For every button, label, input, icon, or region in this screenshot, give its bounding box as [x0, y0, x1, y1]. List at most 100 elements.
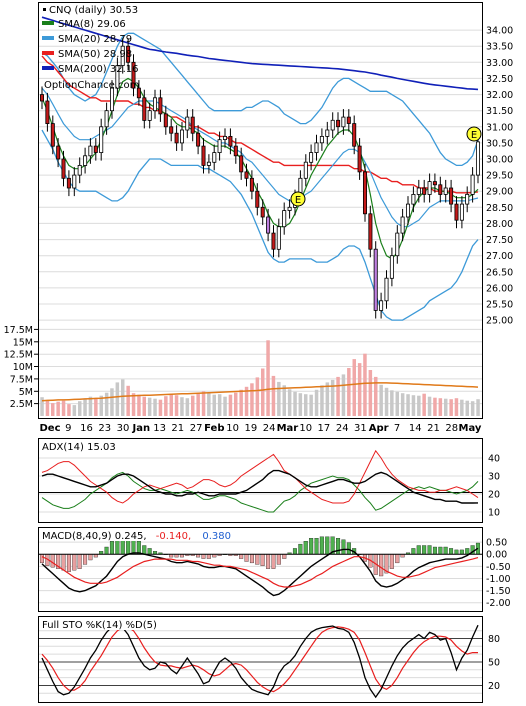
macd-histogram-bar — [389, 554, 394, 569]
macd-histogram-bar — [341, 539, 346, 555]
sto-tick-label: 50 — [488, 658, 500, 669]
macd-line — [41, 547, 479, 597]
price-candle — [110, 87, 115, 112]
volume-bar — [406, 394, 410, 416]
macd-histogram-bar — [319, 536, 324, 555]
date-tick-label: 10 — [226, 423, 239, 434]
volume-bar — [51, 403, 55, 416]
date-tick-label: 27 — [190, 423, 203, 434]
volume-bar — [72, 405, 77, 416]
price-candle — [244, 171, 249, 179]
price-candle — [357, 145, 362, 173]
volume-bar — [395, 391, 399, 416]
macd-histogram-bar — [201, 554, 206, 559]
price-tick-label: 32.00 — [486, 90, 513, 101]
macd-histogram-bar — [147, 548, 152, 555]
price-tick-label: 25.00 — [486, 316, 513, 327]
chart-legend: CNQ (daily) 30.53 SMA(8) 29.06 SMA(20) 2… — [42, 5, 139, 91]
price-candle — [239, 155, 244, 173]
volume-bar — [56, 401, 60, 416]
date-tick-label: Jan — [132, 423, 151, 434]
macd-histogram-bar — [104, 546, 109, 555]
price-candle — [201, 145, 206, 166]
sma20-line — [41, 87, 479, 228]
macd-histogram-bar — [206, 554, 211, 559]
macd-label-main: MACD(8,40,9) 0.245, — [42, 531, 147, 542]
sto-label: Full STO %K(14) %D(5) — [42, 620, 157, 631]
price-candle — [352, 123, 357, 147]
macd-panel-frame — [38, 527, 483, 612]
macd-histogram-bar — [61, 554, 66, 571]
price-gridlines — [39, 29, 482, 405]
earnings-marker-label: E — [295, 195, 301, 206]
price-tick-label: 31.50 — [486, 106, 513, 117]
price-candle — [368, 213, 373, 250]
price-candle — [185, 116, 190, 131]
legend-sma8: SMA(8) 29.06 — [58, 19, 126, 30]
sto-gridlines — [39, 630, 482, 694]
price-candle — [336, 119, 341, 128]
macd-histogram-bar — [260, 554, 265, 566]
price-candle — [77, 164, 82, 176]
volume-bar — [185, 398, 190, 416]
price-candle — [104, 110, 109, 128]
legend-marker-ticker — [43, 8, 46, 11]
volume-bar — [121, 379, 125, 416]
volume-bar — [293, 391, 297, 416]
macd-histogram-bar — [379, 554, 384, 577]
macd-histogram-bar — [422, 545, 427, 555]
price-tick-label: 32.50 — [486, 74, 513, 85]
macd-histogram-bar — [416, 545, 421, 555]
price-candle — [449, 187, 454, 205]
volume-tick-label: 5M — [19, 387, 33, 398]
macd-tick-label: 0.00 — [486, 550, 507, 561]
volume-tick-label: 12.5M — [4, 350, 33, 361]
earnings-marker-label: E — [471, 130, 477, 141]
price-tick-label: 29.00 — [486, 187, 513, 198]
adx-axis-ticks: 40 30 20 10 — [488, 454, 500, 519]
price-candle — [405, 203, 410, 218]
adx-tick-label: 40 — [488, 454, 500, 465]
date-tick-label: Dec — [39, 423, 60, 434]
sto-axis-ticks: 80 50 20 — [488, 634, 500, 692]
volume-bar — [309, 394, 313, 416]
volume-bar — [374, 376, 378, 416]
macd-histogram-bar — [266, 554, 271, 569]
volume-bar — [228, 394, 233, 416]
date-tick-label: 19 — [245, 423, 258, 434]
macd-histogram-bar — [244, 554, 249, 562]
volume-bar — [126, 385, 130, 416]
volume-bar — [277, 381, 281, 416]
volume-bar — [261, 368, 265, 416]
adx-label: ADX(14) 15.03 — [42, 442, 116, 453]
macd-histogram-bar — [50, 554, 55, 568]
macd-histogram-bar — [336, 538, 341, 555]
price-candles — [40, 38, 480, 319]
volume-bar — [330, 379, 335, 416]
date-tick-label: 23 — [98, 423, 111, 434]
price-candle — [346, 116, 351, 124]
date-tick-label: Mar — [277, 423, 299, 434]
price-candle — [427, 181, 432, 195]
sto-tick-label: 80 — [488, 634, 500, 645]
price-candle — [212, 152, 217, 163]
volume-bar — [449, 399, 453, 416]
earnings-marker-mar: E — [290, 191, 306, 207]
volume-bar — [217, 394, 222, 416]
price-candle — [152, 97, 157, 112]
price-candle — [287, 206, 292, 211]
volume-bar — [131, 393, 136, 416]
macd-histogram-bar — [77, 554, 82, 569]
price-panel: 34.00 33.50 33.00 32.50 32.00 31.50 31.00 30.50… — [4, 2, 513, 419]
price-panel-frame — [38, 2, 483, 419]
price-candle — [99, 126, 104, 154]
bollinger-upper-band — [41, 32, 479, 167]
price-candle — [384, 277, 389, 302]
ticker-label: CNQ (daily) 30.53 — [49, 5, 138, 16]
price-candle — [88, 145, 93, 157]
macd-histogram-bar — [298, 543, 303, 555]
price-tick-label: 30.50 — [486, 138, 513, 149]
legend-sma200: SMA(200) 32.16 — [58, 64, 139, 75]
